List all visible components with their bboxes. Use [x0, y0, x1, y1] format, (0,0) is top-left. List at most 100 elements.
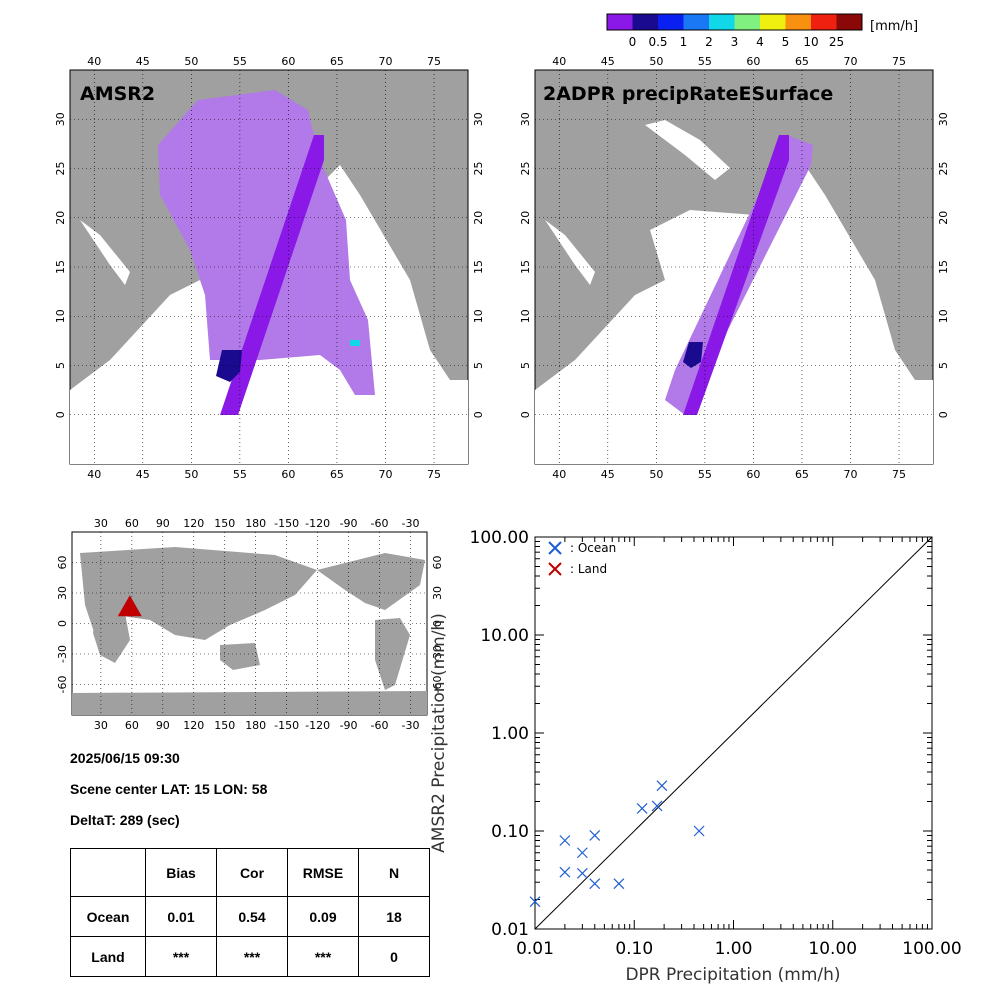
lon-tick-label: 65: [330, 55, 344, 68]
ocean-cor: 0.54: [216, 896, 288, 937]
heavy-rain-patch: [216, 350, 242, 382]
lon-tick-label: 55: [698, 468, 712, 480]
colorbar-tick-label: 0: [629, 35, 637, 49]
x-tick-label: 100.00: [902, 939, 961, 959]
colorbar-tick-label: 5: [782, 35, 790, 49]
data-point-ocean: [576, 847, 588, 859]
colorbar-segment: [836, 14, 862, 30]
scene-center: Scene center LAT: 15 LON: 58: [70, 781, 268, 797]
y-tick-label: 10.00: [480, 626, 529, 646]
data-point-ocean: [693, 825, 705, 837]
header-bias: Bias: [145, 848, 217, 897]
lon-tick-label: 150: [214, 517, 235, 530]
lat-tick-label: 0: [519, 411, 532, 418]
table-row: Ocean 0.01 0.54 0.09 18: [70, 896, 430, 937]
data-point-ocean: [559, 866, 571, 878]
row-label-land: Land: [70, 936, 146, 977]
lat-tick-label: 0: [937, 411, 950, 418]
red-sea: [545, 220, 595, 285]
lat-tick-label: 30: [54, 112, 67, 126]
legend-label: : Land: [570, 562, 607, 576]
lat-tick-label: 25: [472, 162, 485, 176]
colorbar-unit-label: [mm/h]: [870, 19, 918, 34]
colorbar-segment: [607, 14, 633, 30]
row-label-ocean: Ocean: [70, 896, 146, 937]
lon-tick-label: 70: [843, 55, 857, 68]
data-point-ocean: [636, 802, 648, 814]
heavy-rain-patch: [683, 342, 703, 368]
lat-tick-label: 30: [431, 586, 444, 600]
data-point-ocean: [589, 830, 601, 841]
lat-tick-label: -30: [56, 645, 69, 663]
ocean-rmse: 0.09: [287, 896, 359, 937]
x-axis-label: DPR Precipitation (mm/h): [625, 965, 840, 985]
lon-tick-label: 40: [552, 55, 566, 68]
land-rmse: ***: [287, 936, 359, 977]
colorbar-segment: [632, 14, 658, 30]
lon-tick-label: 50: [649, 55, 663, 68]
lon-tick-label: 55: [233, 468, 247, 480]
header-n: N: [358, 848, 430, 897]
lat-tick-label: 10: [54, 309, 67, 323]
header-cor: Cor: [216, 848, 288, 897]
lat-tick-label: 60: [56, 556, 69, 570]
lat-tick-label: 15: [519, 260, 532, 274]
colorbar-tick-label: 3: [731, 35, 739, 49]
scatter-plot: 0.010.01 0.10 0.10 1.00 1.00 10.00 10.00 100.00…: [429, 528, 962, 985]
lat-tick-label: 0: [54, 411, 67, 418]
lat-tick-label: 10: [472, 309, 485, 323]
colorbar-segment: [734, 14, 760, 30]
y-tick-label: 0.10: [491, 822, 529, 842]
lat-tick-label: 25: [54, 162, 67, 176]
lon-tick-label: 65: [795, 468, 809, 480]
lat-tick-label: 20: [472, 211, 485, 225]
data-point-ocean: [613, 878, 625, 890]
colorbar-segment: [760, 14, 786, 30]
header-rmse: RMSE: [287, 848, 359, 897]
one-to-one-line: [534, 536, 933, 930]
lat-tick-label: 5: [54, 362, 67, 369]
lon-tick-label: 60: [746, 468, 760, 480]
lat-tick-label: 10: [937, 309, 950, 323]
land-bias: ***: [145, 936, 217, 977]
lat-tick-label: 30: [519, 112, 532, 126]
table-row: Land *** *** *** 0: [70, 936, 430, 977]
lon-tick-label: 70: [843, 468, 857, 480]
y-axis-label: AMSR2 Precipitation (mm/h): [429, 613, 449, 853]
colorbar-tick-label: 2: [705, 35, 713, 49]
lon-tick-label: 45: [601, 468, 615, 480]
colorbar-segment: [709, 14, 735, 30]
lon-tick-label: 60: [281, 468, 295, 480]
amsr2-map-title: AMSR2: [80, 83, 155, 105]
lat-tick-label: 25: [937, 162, 950, 176]
persian-gulf: [645, 120, 730, 180]
lon-tick-label: -60: [371, 517, 389, 530]
lon-tick-label: 50: [184, 468, 198, 480]
dpr-swath: [220, 135, 324, 415]
data-point-ocean: [529, 896, 541, 908]
lat-tick-label: 15: [472, 260, 485, 274]
lon-tick-label: -30: [402, 517, 420, 530]
lon-tick-label: -150: [274, 719, 299, 732]
lon-tick-label: 45: [136, 468, 150, 480]
lon-tick-label: -60: [371, 719, 389, 732]
lon-tick-label: 50: [649, 468, 663, 480]
table-corner-cell: [70, 848, 146, 897]
lon-tick-label: 70: [378, 468, 392, 480]
lon-tick-label: 60: [746, 55, 760, 68]
lon-tick-label: 75: [892, 55, 906, 68]
lat-tick-label: 15: [54, 260, 67, 274]
lon-tick-label: -30: [402, 719, 420, 732]
statistics-table: Bias Cor RMSE N Ocean 0.01 0.54 0.09 18 …: [70, 848, 430, 977]
x-tick-label: 0.01: [516, 939, 554, 959]
lon-tick-label: 65: [795, 55, 809, 68]
lat-tick-label: -30: [431, 645, 444, 663]
lat-tick-label: 10: [519, 309, 532, 323]
lon-tick-label: 150: [214, 719, 235, 732]
lon-tick-label: 65: [330, 468, 344, 480]
world-locator-map: 30 60 90 120 150 180 -150 -120 -90 -60 -30 30 60 90 12…: [56, 517, 444, 732]
lat-tick-label: -60: [431, 676, 444, 694]
lon-tick-label: 75: [427, 55, 441, 68]
continents: [72, 547, 427, 715]
